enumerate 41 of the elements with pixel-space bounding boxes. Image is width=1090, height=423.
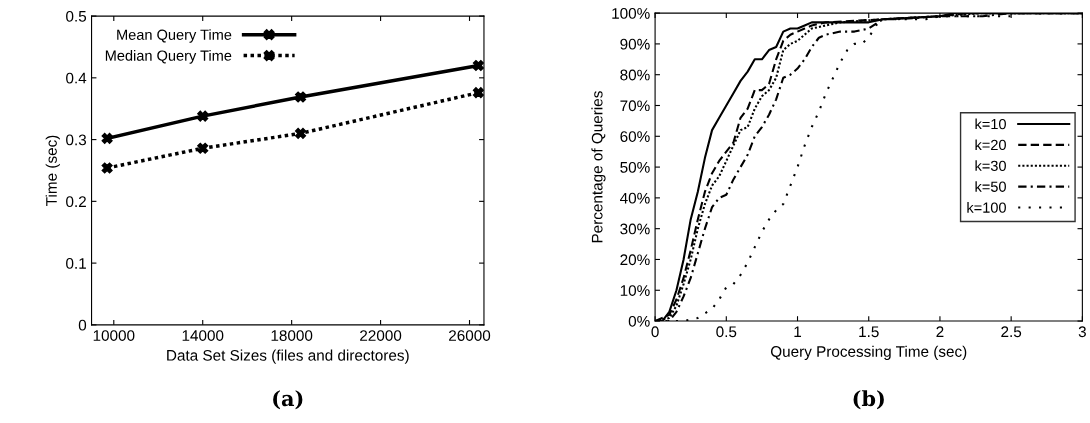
legend-label: Median Query Time — [105, 50, 232, 64]
x-tick-label: 0.5 — [716, 326, 737, 338]
y-tick-label: 80% — [620, 69, 650, 81]
y-tick-label: 0.3 — [66, 134, 87, 146]
x-tick-label: 10000 — [93, 330, 135, 341]
text: (a) — [273, 390, 303, 410]
legend-label: k=50 — [975, 181, 1006, 192]
y-tick-label: 0.4 — [66, 72, 87, 84]
y-axis-title: Time (sec) — [45, 135, 60, 206]
x-tick-label: 0 — [651, 326, 659, 338]
x-tick-label: 2 — [936, 326, 944, 337]
legend-label: k=20 — [975, 139, 1006, 151]
legend-label: k=30 — [975, 160, 1006, 171]
x-tick-label: 18000 — [271, 330, 313, 341]
y-tick-label: 40% — [620, 192, 650, 204]
y-axis-title: Percentage of Queries — [591, 91, 606, 243]
y-tick-label: 10% — [620, 285, 650, 296]
y-tick-label: 0.2 — [66, 196, 86, 208]
x-tick-label: 1.5 — [859, 326, 879, 338]
y-tick-label: 60% — [620, 131, 650, 142]
x-axis-title: Data Set Sizes (files and directores) — [167, 349, 409, 364]
x-tick-label: 26000 — [449, 330, 491, 341]
y-tick-label: 70% — [620, 100, 650, 112]
y-tick-label: 90% — [620, 38, 650, 50]
y-tick-label: 0.5 — [66, 10, 87, 22]
legend-label: k=10 — [975, 118, 1006, 130]
y-tick-label: 0.1 — [66, 257, 86, 269]
y-tick-label: 100% — [612, 7, 650, 19]
legend-label: Mean Query Time — [117, 29, 232, 43]
y-tick-label: 50% — [620, 161, 650, 173]
x-tick-label: 14000 — [182, 330, 224, 341]
x-tick-label: 22000 — [360, 330, 402, 341]
y-tick-label: 0% — [628, 315, 650, 327]
y-tick-label: 30% — [620, 223, 650, 235]
legend-label: k=100 — [967, 202, 1006, 213]
x-tick-label: 1 — [794, 326, 802, 337]
x-tick-label: 2.5 — [1001, 326, 1022, 338]
x-tick-label: 3 — [1078, 326, 1086, 338]
text: (b) — [853, 390, 884, 410]
x-axis-title: Query Processing Time (sec) — [770, 345, 967, 360]
y-tick-label: 20% — [620, 254, 650, 266]
